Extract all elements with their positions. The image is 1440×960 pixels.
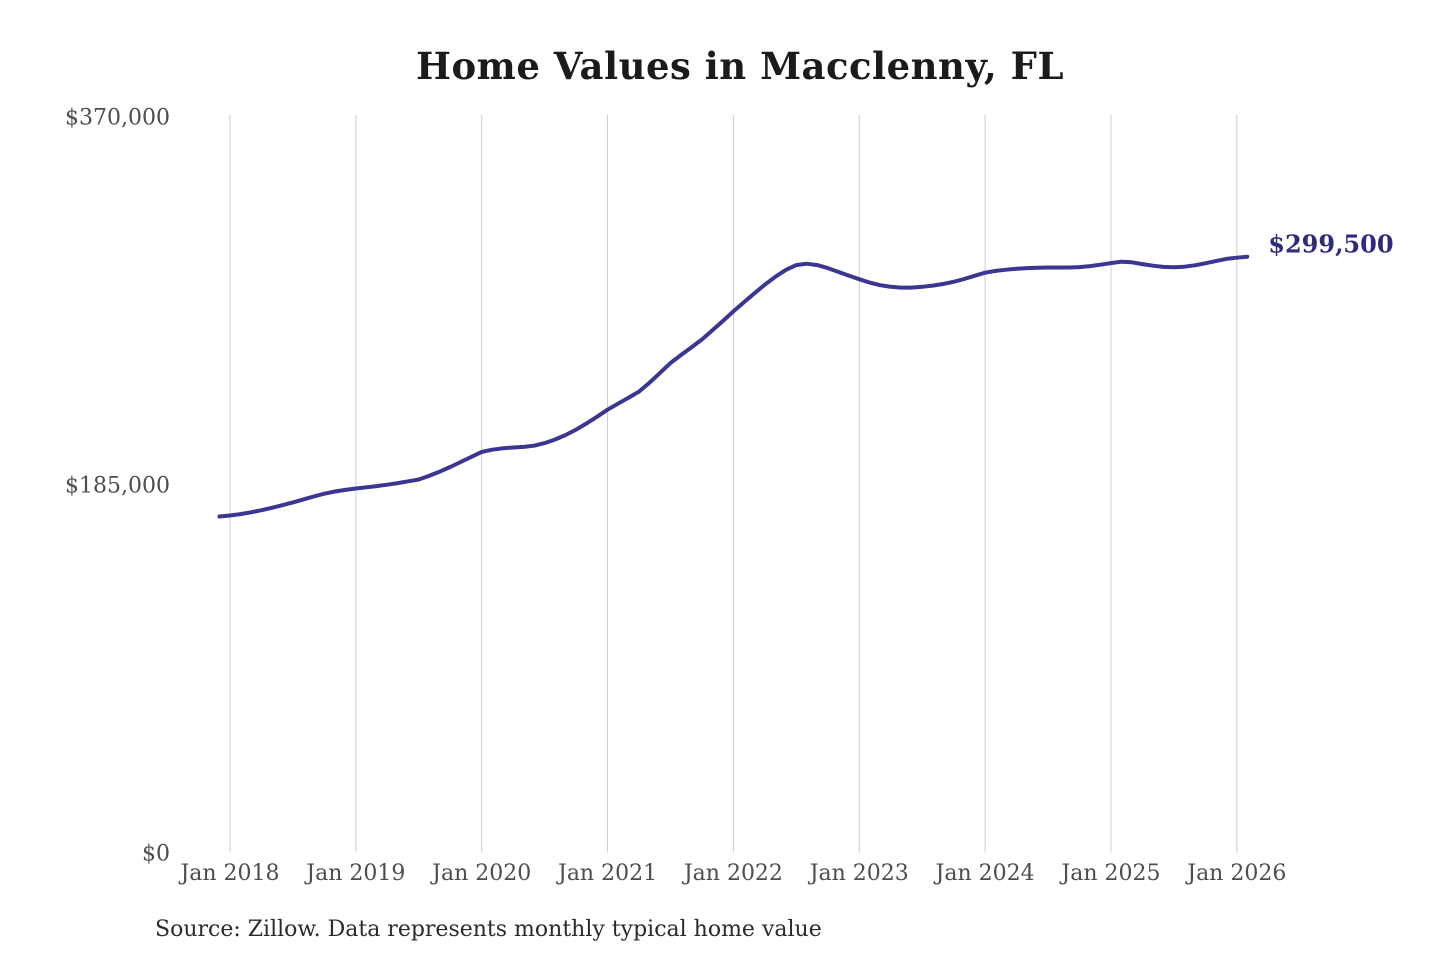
- gridlines: [229, 115, 1238, 853]
- x-tick-label-2023-01: Jan 2023: [808, 861, 909, 886]
- x-tick-label-2020-01: Jan 2020: [430, 861, 531, 886]
- x-tick-label-2024-01: Jan 2024: [934, 861, 1035, 886]
- x-tick-label-2019-01: Jan 2019: [304, 861, 405, 886]
- x-tick-label-2018-01: Jan 2018: [178, 861, 279, 886]
- chart-title: Home Values in Macclenny, FL: [416, 44, 1064, 88]
- y-tick-label-370000: $370,000: [65, 106, 170, 131]
- y-axis-labels: $0 $185,000 $370,000: [65, 106, 170, 867]
- latest-value-label: $299,500: [1268, 230, 1393, 259]
- x-tick-label-2022-01: Jan 2022: [682, 861, 783, 886]
- y-tick-label-185000: $185,000: [65, 474, 170, 499]
- x-tick-label-2026-01: Jan 2026: [1185, 861, 1286, 886]
- source-note: Source: Zillow. Data represents monthly …: [155, 917, 822, 942]
- x-axis-labels: Jan 2018 Jan 2019 Jan 2020 Jan 2021 Jan 2022…: [178, 861, 1286, 886]
- x-tick-label-2025-01: Jan 2025: [1059, 861, 1160, 886]
- home-value-series-line: [217, 254, 1250, 519]
- y-tick-label-0: $0: [142, 842, 170, 867]
- x-tick-label-2021-01: Jan 2021: [556, 861, 657, 886]
